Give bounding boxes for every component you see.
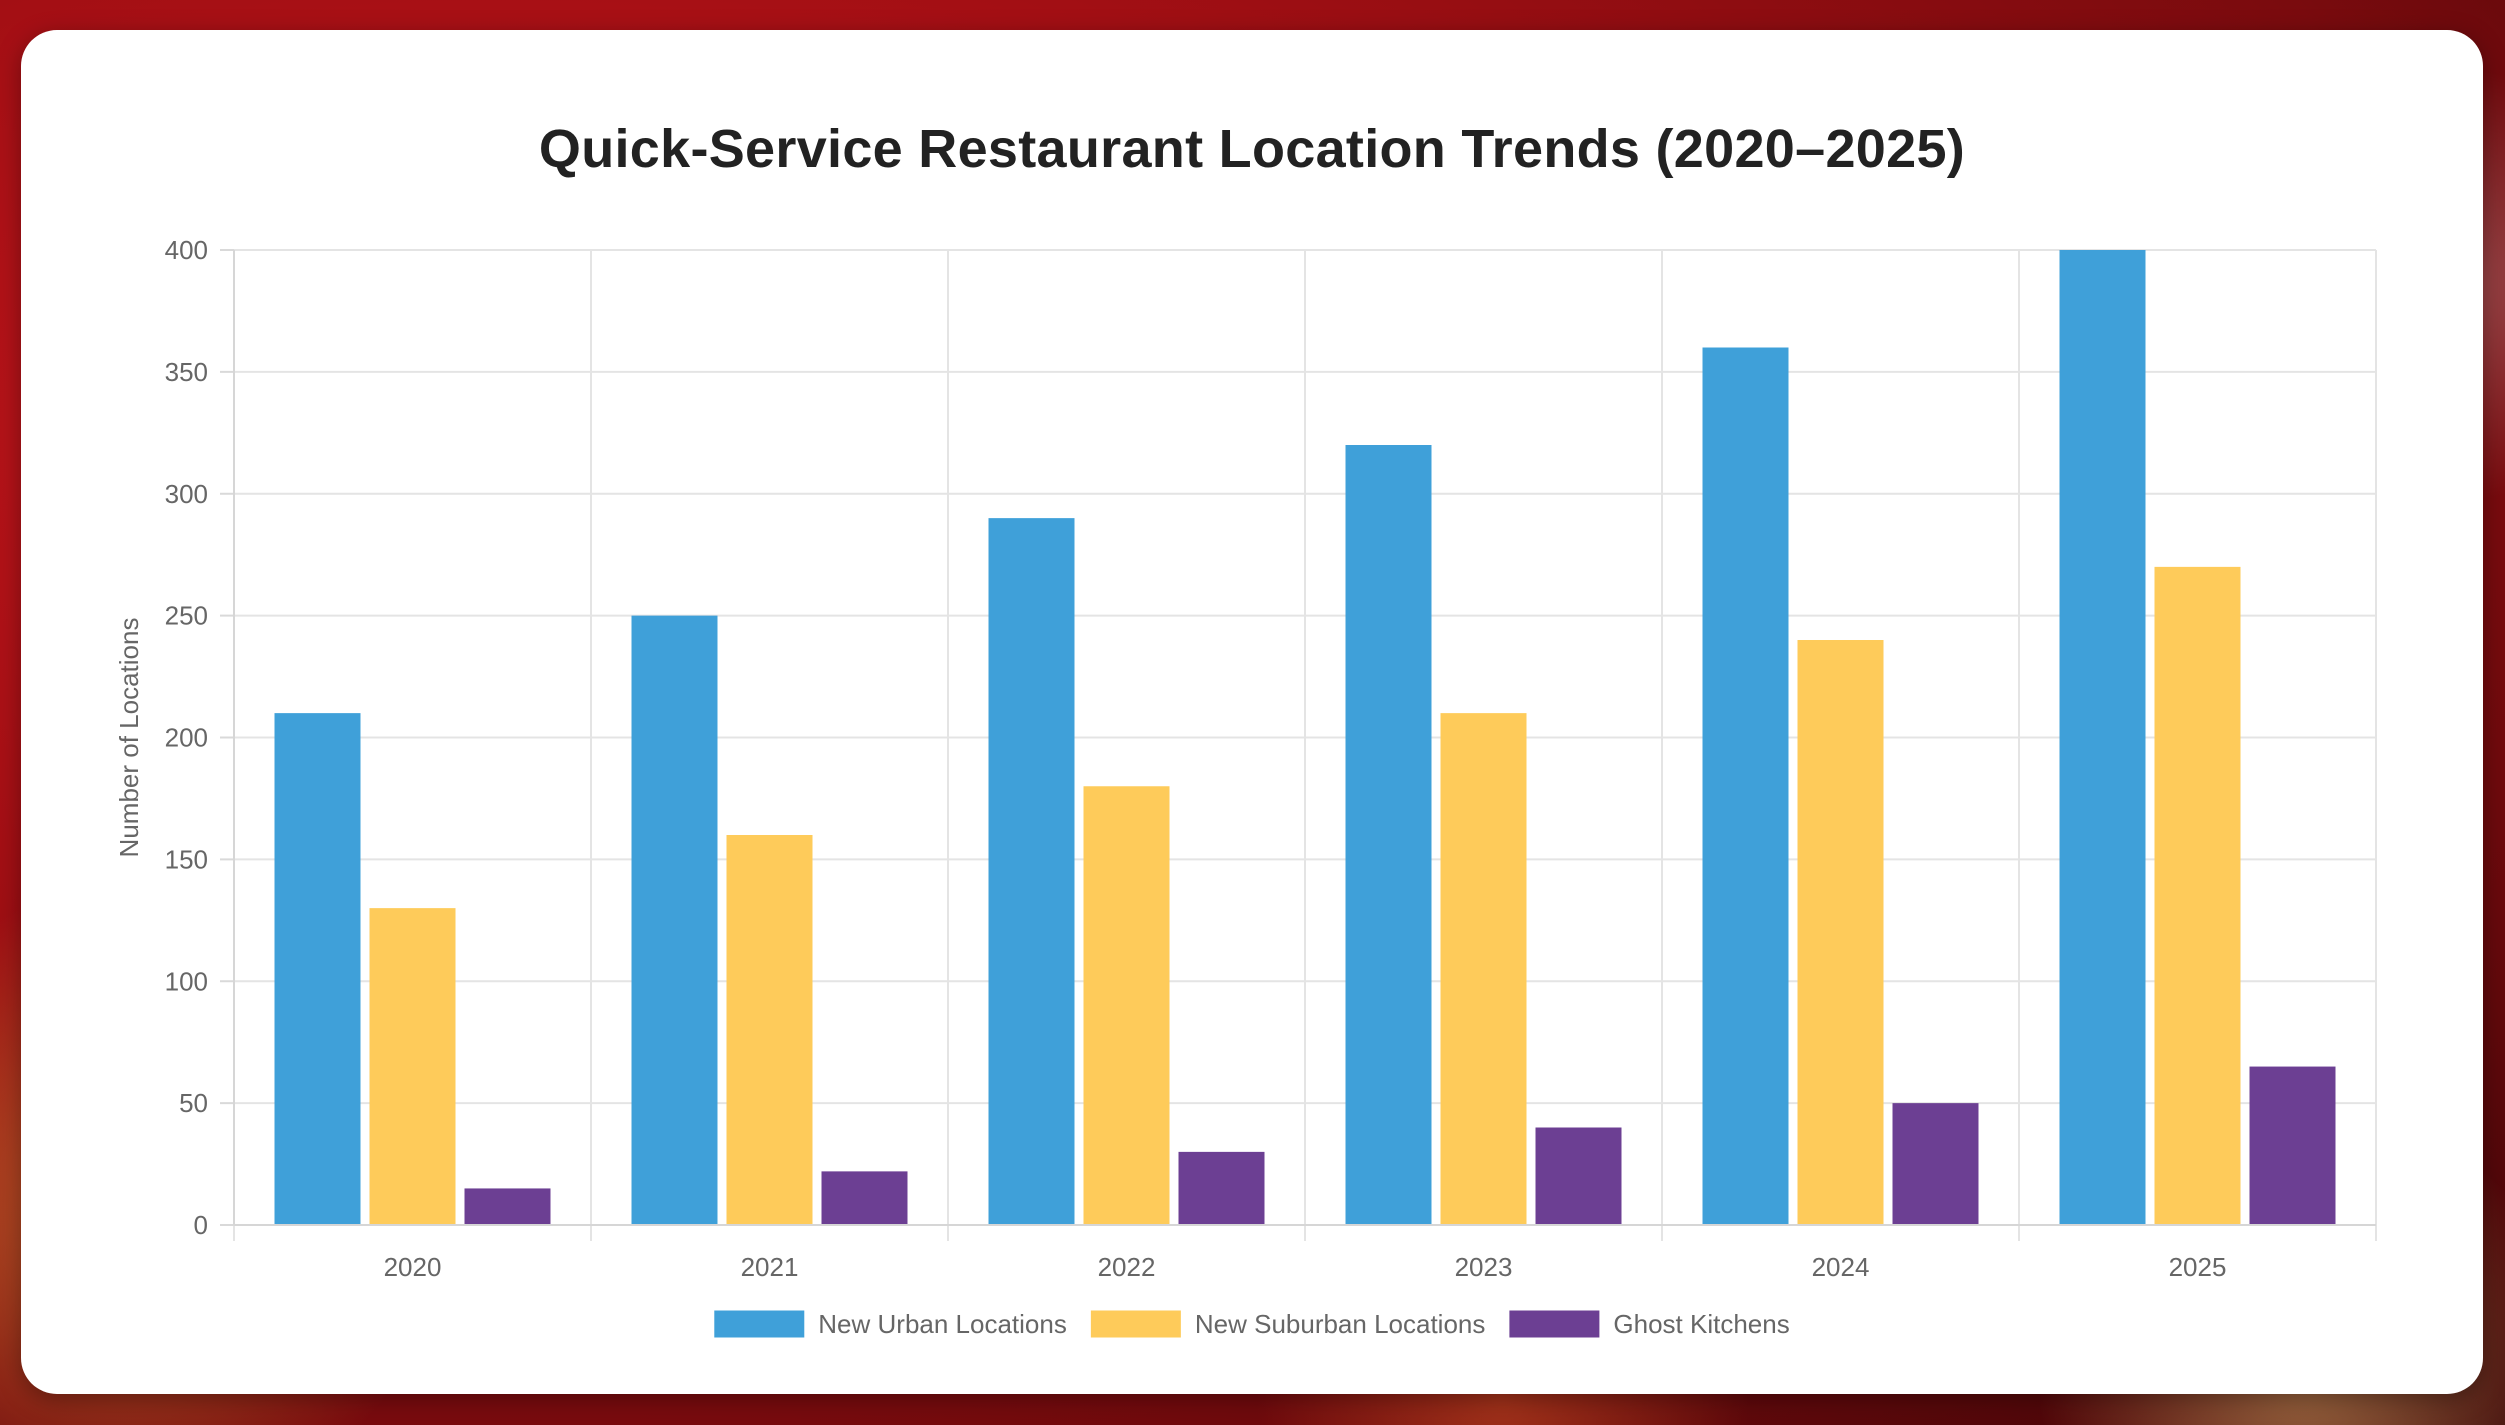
bar-new-suburban-locations-2020[interactable]	[369, 908, 456, 1225]
bar-new-urban-locations-2024[interactable]	[1702, 347, 1789, 1226]
y-tick-label: 350	[165, 357, 208, 387]
bar-ghost-kitchens-2024[interactable]	[1892, 1103, 1979, 1225]
legend-swatch	[714, 1310, 805, 1338]
y-axis-title: Number of Locations	[114, 618, 144, 858]
legend-label: New Suburban Locations	[1195, 1309, 1486, 1339]
x-tick-label: 2020	[384, 1252, 442, 1282]
legend-item-new-urban-locations[interactable]: New Urban Locations	[714, 1309, 1067, 1339]
bar-new-urban-locations-2023[interactable]	[1345, 445, 1432, 1225]
y-tick-label: 300	[165, 479, 208, 509]
grid-lines	[233, 249, 2377, 1241]
legend: New Urban Locations New Suburban Location…	[714, 1309, 1790, 1339]
y-tick-label: 0	[194, 1210, 208, 1240]
bar-ghost-kitchens-2020[interactable]	[464, 1188, 551, 1225]
legend-swatch	[1509, 1310, 1600, 1338]
bar-new-urban-locations-2021[interactable]	[631, 615, 718, 1225]
bar-new-suburban-locations-2023[interactable]	[1440, 713, 1527, 1225]
legend-label: New Urban Locations	[818, 1309, 1067, 1339]
y-tick-label: 250	[165, 601, 208, 631]
y-tick-label: 200	[165, 723, 208, 753]
legend-swatch	[1090, 1310, 1181, 1338]
bar-new-suburban-locations-2024[interactable]	[1797, 640, 1884, 1225]
bar-new-urban-locations-2022[interactable]	[988, 518, 1075, 1225]
legend-item-ghost-kitchens[interactable]: Ghost Kitchens	[1509, 1309, 1790, 1339]
bar-new-suburban-locations-2025[interactable]	[2154, 566, 2241, 1225]
x-tick-label: 2024	[1812, 1252, 1870, 1282]
bars	[274, 250, 2336, 1226]
legend-item-new-suburban-locations[interactable]: New Suburban Locations	[1090, 1309, 1486, 1339]
bar-new-suburban-locations-2021[interactable]	[726, 835, 813, 1225]
bar-new-suburban-locations-2022[interactable]	[1083, 786, 1170, 1225]
bar-ghost-kitchens-2022[interactable]	[1178, 1151, 1265, 1225]
bar-new-urban-locations-2020[interactable]	[274, 713, 361, 1225]
y-tick-label: 400	[165, 235, 208, 265]
bar-new-urban-locations-2025[interactable]	[2059, 250, 2146, 1225]
x-tick-label: 2023	[1455, 1252, 1513, 1282]
bar-ghost-kitchens-2023[interactable]	[1535, 1127, 1622, 1226]
y-tick-label: 150	[165, 844, 208, 874]
x-tick-label: 2021	[741, 1252, 799, 1282]
x-tick-label: 2025	[2169, 1252, 2227, 1282]
chart-title: Quick-Service Restaurant Location Trends…	[538, 119, 1966, 179]
legend-label: Ghost Kitchens	[1613, 1309, 1789, 1339]
axes: 0 50 100 150 200 250 300 350 400 2020 2021 2022 2023…	[114, 235, 2376, 1282]
bar-ghost-kitchens-2025[interactable]	[2249, 1066, 2336, 1225]
y-tick-label: 100	[165, 966, 208, 996]
y-tick-label: 50	[179, 1088, 208, 1118]
x-tick-label: 2022	[1098, 1252, 1156, 1282]
bar-ghost-kitchens-2021[interactable]	[821, 1171, 908, 1225]
